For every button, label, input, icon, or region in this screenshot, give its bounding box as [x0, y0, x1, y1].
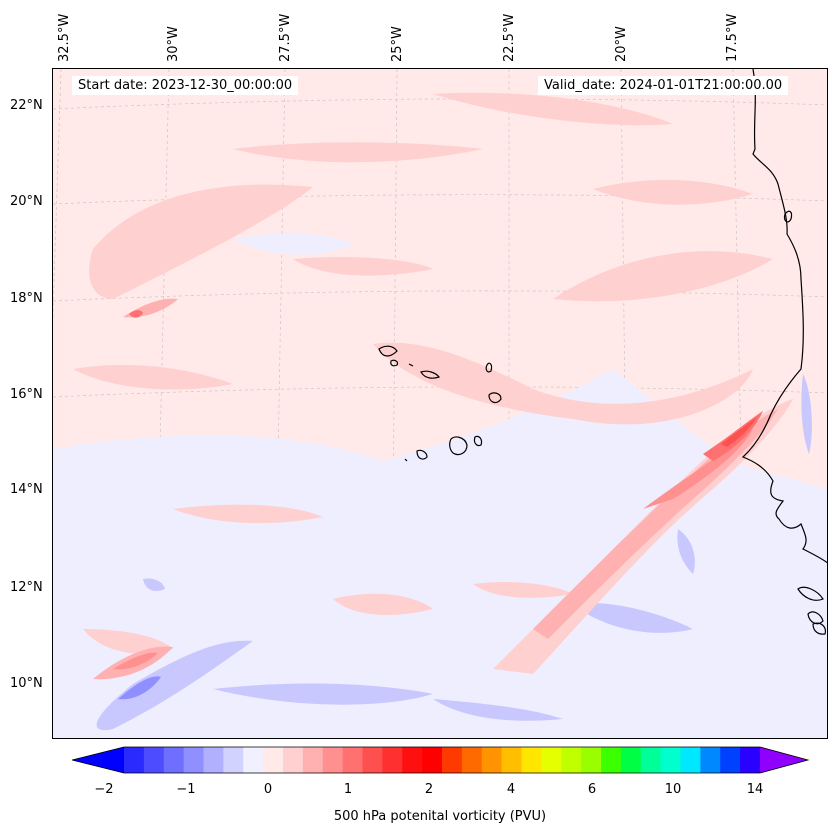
cape-verde-islands	[378, 345, 502, 462]
map-panel	[52, 68, 828, 739]
longitude-label: 22.5°W	[502, 13, 517, 62]
colorbar-swatch	[720, 747, 741, 773]
colorbar-outline	[72, 746, 810, 774]
colorbar-swatch	[442, 747, 463, 773]
colorbar-swatch	[601, 747, 622, 773]
positive-pv-regions	[73, 92, 773, 654]
colorbar-tick-label: 14	[746, 782, 764, 797]
valid-date-label: Valid_date: 2024-01-01T21:00:00.00	[538, 76, 789, 95]
colorbar-swatch	[402, 747, 423, 773]
colorbar-swatch	[521, 747, 542, 773]
start-date-label: Start date: 2023-12-30_00:00:00	[72, 76, 299, 95]
longitude-label: 27.5°W	[278, 13, 293, 62]
colorbar-swatch	[640, 747, 662, 773]
colorbar-tick-label: −1	[176, 782, 196, 797]
colorbar-tick-label: 4	[506, 782, 516, 797]
longitude-label: 17.5°W	[725, 13, 740, 62]
colorbar-extend-min	[72, 747, 124, 773]
colorbar-swatch	[382, 747, 403, 773]
colorbar-tick-label: 6	[587, 782, 597, 797]
latitude-label: 20°N	[10, 194, 43, 209]
colorbar-swatch	[143, 747, 165, 773]
colorbar-swatch	[422, 747, 443, 773]
longitude-label: 32.5°W	[57, 13, 72, 62]
colorbar-swatch	[342, 747, 363, 773]
longitude-label: 20°W	[614, 26, 629, 62]
colorbar-tick-label: 0	[263, 782, 273, 797]
strong-negative-pv	[118, 676, 161, 700]
colorbar-swatch	[203, 747, 224, 773]
colorbar-swatch	[561, 747, 582, 773]
coastline	[741, 69, 827, 635]
colorbar-swatch	[223, 747, 244, 773]
colorbar-swatch	[283, 747, 304, 773]
colorbar-tick-label: 10	[664, 782, 682, 797]
colorbar-swatch	[501, 747, 522, 773]
moderate-negative-pv	[96, 374, 812, 731]
longitude-label: 30°W	[166, 26, 181, 62]
colorbar-swatch	[541, 747, 562, 773]
colorbar-swatch	[740, 747, 761, 773]
latitude-label: 22°N	[10, 98, 43, 113]
colorbar-swatch	[163, 747, 185, 773]
colorbar-tick-label: 1	[343, 782, 353, 797]
colorbar-swatch	[322, 747, 344, 773]
colorbar-swatch	[461, 747, 483, 773]
colorbar-extend-max	[760, 747, 808, 773]
colorbar-tick-label: 2	[424, 782, 434, 797]
colorbar	[72, 746, 810, 774]
latitude-label: 14°N	[10, 482, 43, 497]
colorbar-swatch	[124, 747, 145, 773]
colorbar-swatch	[700, 747, 721, 773]
colorbar-swatch	[183, 747, 204, 773]
latitude-label: 10°N	[10, 676, 43, 691]
pv-streamer-band	[93, 298, 793, 680]
colorbar-swatch	[263, 747, 284, 773]
colorbar-swatch	[660, 747, 681, 773]
negative-pv-regions	[53, 233, 827, 738]
colorbar-swatch	[302, 747, 324, 773]
colorbar-swatch	[581, 747, 602, 773]
colorbar-swatch	[620, 747, 642, 773]
colorbar-swatch	[680, 747, 701, 773]
colorbar-swatch	[243, 747, 264, 773]
longitude-label: 25°W	[390, 26, 405, 62]
latitude-label: 16°N	[10, 387, 43, 402]
latitude-label: 18°N	[10, 291, 43, 306]
colorbar-swatch	[362, 747, 383, 773]
colorbar-swatch	[481, 747, 503, 773]
colorbar-label: 500 hPa potenital vorticity (PVU)	[333, 809, 547, 824]
colorbar-tick-label: −2	[94, 782, 114, 797]
latitude-label: 12°N	[10, 580, 43, 595]
pv-field-map	[53, 69, 827, 738]
